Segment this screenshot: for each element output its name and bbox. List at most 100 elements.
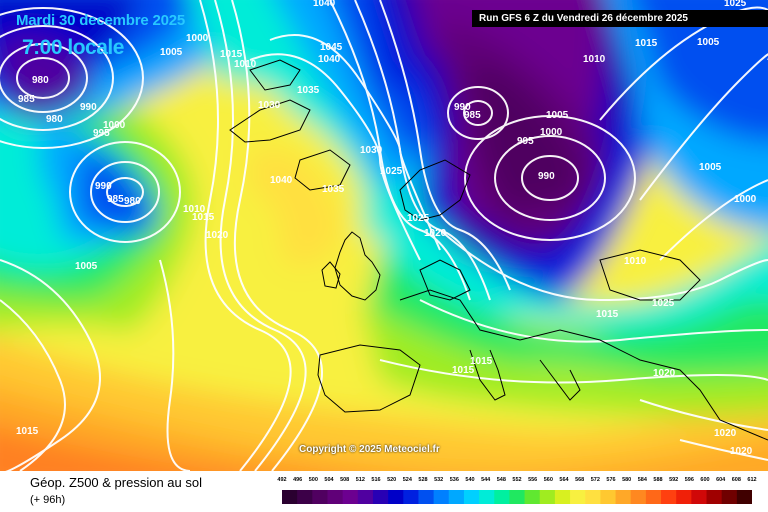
pressure-label: 990 <box>95 181 112 192</box>
colorbar-swatch <box>691 490 708 504</box>
colorbar-tick-label: 604 <box>716 477 726 483</box>
geopotential-map: 1040 1025 1005 1000 1015 1010 980 985 98… <box>0 0 768 471</box>
pressure-label: 1000 <box>734 194 757 205</box>
colorbar-swatch <box>554 490 571 504</box>
isobars <box>0 0 768 471</box>
colorbar-tick-label: 532 <box>434 477 444 483</box>
colorbar-swatch <box>600 490 617 504</box>
colorbar-swatch <box>312 490 328 504</box>
colorbar-swatch <box>297 490 313 504</box>
pressure-label: 990 <box>454 102 471 113</box>
colorbar-tick-label: 584 <box>637 477 647 483</box>
colorbar-swatch <box>479 490 495 504</box>
colorbar-swatch <box>585 490 601 504</box>
copyright-notice: Copyright © 2025 Meteociel.fr <box>299 444 440 455</box>
pressure-label: 1025 <box>407 213 430 224</box>
pressure-label: 1005 <box>546 110 569 121</box>
pressure-label: 1000 <box>186 33 209 44</box>
colorbar-tick-labels: 492 496 500 504 508 512 516 520 524 528 532 536 540 5… <box>277 477 756 487</box>
forecast-lead-time: (+ 96h) <box>30 494 66 506</box>
colorbar-swatch <box>509 490 526 504</box>
pressure-label: 1040 <box>318 54 341 65</box>
colorbar-swatch <box>661 490 677 504</box>
pressure-label: 1020 <box>424 228 447 239</box>
pressure-label: 1020 <box>714 428 737 439</box>
colorbar-swatch <box>570 490 586 504</box>
colorbar-swatch <box>403 490 419 504</box>
pressure-label: 1020 <box>206 230 229 241</box>
colorbar-tick-label: 492 <box>277 477 287 483</box>
pressure-label: 985 <box>18 94 35 105</box>
colorbar-swatch <box>418 490 435 504</box>
colorbar-swatch <box>645 490 662 504</box>
colorbar-swatch <box>372 490 389 504</box>
pressure-label: 1025 <box>652 298 675 309</box>
legend-footer: Géop. Z500 & pression au sol (+ 96h) 492… <box>0 471 768 512</box>
colorbar-swatch <box>342 490 359 504</box>
colorbar-tick-label: 544 <box>481 477 491 483</box>
colorbar-tick-label: 556 <box>528 477 538 483</box>
pressure-label: 1020 <box>653 368 676 379</box>
pressure-label: 1040 <box>313 0 336 9</box>
colorbar-tick-label: 588 <box>653 477 663 483</box>
coastlines <box>229 59 768 441</box>
pressure-label: 1010 <box>624 256 647 267</box>
colorbar-tick-label: 540 <box>465 477 475 483</box>
geopotential-field <box>0 0 768 471</box>
forecast-date: Mardi 30 decembre 2025 <box>16 12 186 29</box>
colorbar-swatch <box>676 490 692 504</box>
colorbar-swatch <box>706 490 723 504</box>
pressure-label: 1015 <box>635 38 658 49</box>
colorbar-swatch <box>494 490 510 504</box>
colorbar-tick-label: 504 <box>324 477 334 483</box>
colorbar-swatch <box>448 490 465 504</box>
colorbar-swatch <box>736 490 752 504</box>
model-run-info: Run GFS 6 Z du Vendredi 26 décembre 2025 <box>472 10 768 27</box>
pressure-label: 1010 <box>234 59 257 70</box>
colorbar-tick-label: 524 <box>402 477 412 483</box>
colorbar-swatch <box>463 490 480 504</box>
colorbar-tick-label: 580 <box>622 477 632 483</box>
pressure-label: 995 <box>517 136 534 147</box>
map-area: 1040 1025 1005 1000 1015 1010 980 985 98… <box>0 0 768 471</box>
pressure-label: 1005 <box>699 162 722 173</box>
pressure-label: 995 <box>93 128 110 139</box>
pressure-label: 1005 <box>160 47 183 58</box>
colorbar-tick-label: 596 <box>684 477 694 483</box>
pressure-label: 1030 <box>360 145 383 156</box>
pressure-label: 1040 <box>270 175 293 186</box>
colorbar-tick-label: 608 <box>731 477 741 483</box>
pressure-label: 990 <box>538 171 555 182</box>
colorbar-swatch <box>615 490 632 504</box>
pressure-label: 1005 <box>75 261 98 272</box>
isobar-labels: 1040 1025 1005 1000 1015 1010 980 985 98… <box>16 0 757 457</box>
colorbar-tick-label: 592 <box>669 477 679 483</box>
colorbar-tick-label: 500 <box>308 477 318 483</box>
colorbar-tick-label: 560 <box>543 477 553 483</box>
pressure-label: 980 <box>32 75 49 86</box>
pressure-label: 980 <box>46 114 63 125</box>
colorbar-tick-label: 600 <box>700 477 710 483</box>
colorbar-swatch <box>539 490 556 504</box>
pressure-label: 1005 <box>697 37 720 48</box>
colorbar-tick-label: 516 <box>371 477 381 483</box>
variable-title: Géop. Z500 & pression au sol <box>30 475 202 490</box>
colorbar-swatch <box>357 490 374 504</box>
colorbar-swatch <box>721 490 738 504</box>
colorbar-tick-label: 528 <box>418 477 428 483</box>
pressure-label: 1015 <box>470 356 493 367</box>
colorbar-tick-label: 568 <box>575 477 585 483</box>
colorbar-swatch <box>282 490 298 504</box>
colorbar-tick-label: 564 <box>559 477 569 483</box>
pressure-label: 1035 <box>322 184 345 195</box>
pressure-label: 1015 <box>220 49 243 60</box>
forecast-local-time: 7:00 locale <box>22 36 124 59</box>
pressure-label: 1035 <box>297 85 320 96</box>
colorbar-tick-label: 536 <box>449 477 459 483</box>
colorbar-tick-label: 552 <box>512 477 522 483</box>
pressure-label: 1025 <box>724 0 747 9</box>
colorbar-tick-label: 496 <box>293 477 303 483</box>
colorbar-tick-label: 576 <box>606 477 616 483</box>
pressure-label: 1010 <box>183 204 206 215</box>
pressure-label: 1015 <box>452 365 475 376</box>
